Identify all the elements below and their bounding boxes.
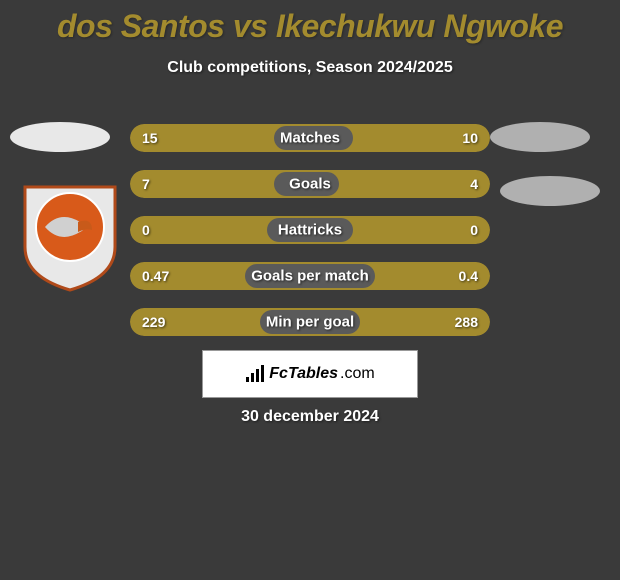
title: dos Santos vs Ikechukwu Ngwoke [0, 0, 620, 45]
stat-right-value: 288 [455, 314, 478, 330]
stat-left-value: 7 [142, 176, 150, 192]
bars-icon [245, 365, 267, 383]
subtitle: Club competitions, Season 2024/2025 [0, 59, 620, 77]
badge-suffix: .com [340, 365, 375, 383]
stat-row: 229 288 Min per goal [130, 308, 490, 336]
stat-left-value: 0 [142, 222, 150, 238]
shield-icon [20, 182, 120, 292]
stat-left-value: 15 [142, 130, 158, 146]
stat-right-value: 4 [470, 176, 478, 192]
source-badge[interactable]: FcTables.com [202, 350, 418, 398]
comparison-card: dos Santos vs Ikechukwu Ngwoke Club comp… [0, 0, 620, 580]
stat-left-value: 229 [142, 314, 165, 330]
stat-label: Goals per match [251, 268, 369, 285]
stat-right-value: 0 [470, 222, 478, 238]
stat-label: Hattricks [278, 222, 342, 239]
stat-right-value: 10 [462, 130, 478, 146]
player-right-placeholder-2 [500, 176, 600, 206]
stat-label: Goals [289, 176, 331, 193]
stat-left-value: 0.47 [142, 268, 169, 284]
stat-label: Matches [280, 130, 340, 147]
stat-label: Min per goal [266, 314, 354, 331]
date-line: 30 december 2024 [0, 408, 620, 426]
stat-row: 0 0 Hattricks [130, 216, 490, 244]
stat-row: 7 4 Goals [130, 170, 490, 198]
stat-row: 15 10 Matches [130, 124, 490, 152]
stats-panel: 15 10 Matches 7 4 Goals 0 0 Hattricks 0.47 0.4 Goal… [110, 124, 510, 354]
club-logo [20, 182, 120, 292]
stat-row: 0.47 0.4 Goals per match [130, 262, 490, 290]
badge-brand: FcTables [269, 365, 338, 383]
stat-right-value: 0.4 [459, 268, 478, 284]
player-left-placeholder [10, 122, 110, 152]
